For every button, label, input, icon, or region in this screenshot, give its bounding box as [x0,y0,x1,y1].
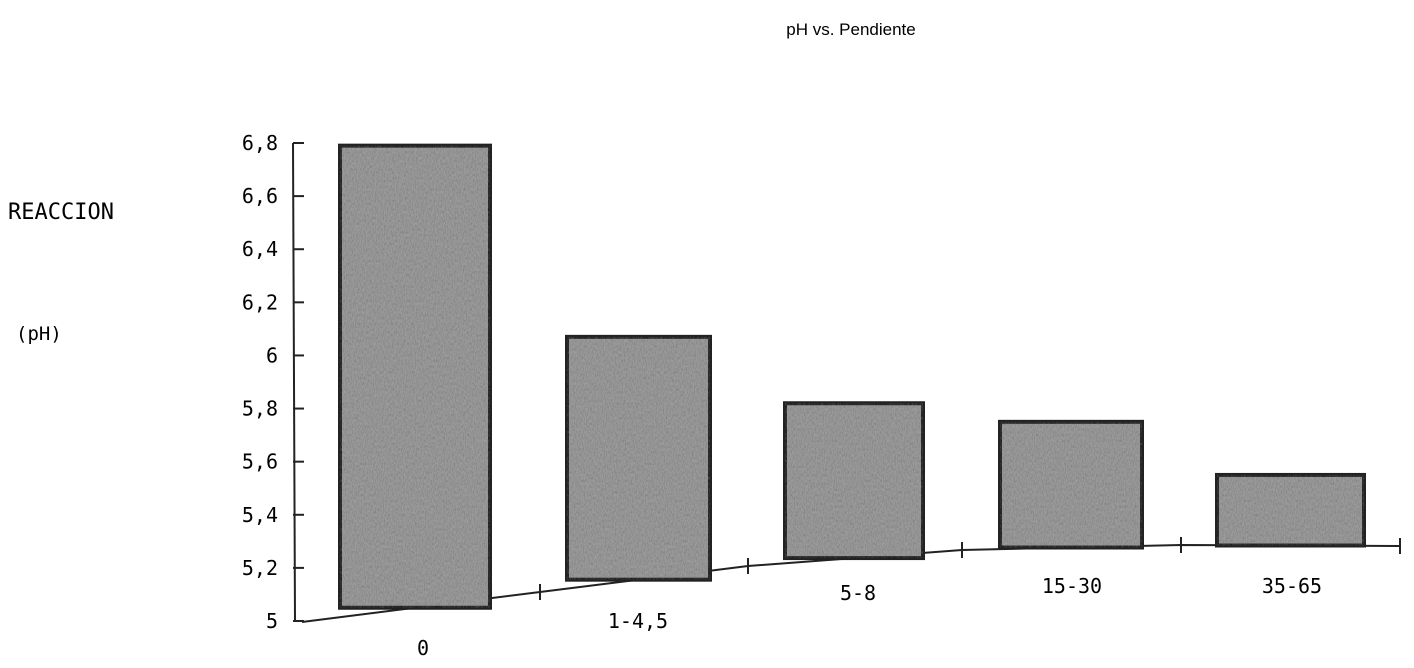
y-tick-label: 5 [266,609,278,633]
y-tick-label: 6 [266,343,278,367]
bar-0 [338,143,492,610]
bar-5-8 [783,401,925,561]
bar-texture [340,145,490,608]
y-tick-label: 5,8 [242,397,278,421]
chart-title: pH vs. Pendiente [786,20,915,39]
bars [338,143,1366,610]
bar-35-65 [1215,472,1366,548]
y-tick-label: 6,4 [242,237,278,261]
y-axis-label: REACCION [8,200,114,225]
y-tick-label: 5,6 [242,450,278,474]
y-axis-line [292,142,296,622]
y-axis-unit: (pH) [16,323,62,345]
bar-texture [1217,474,1364,546]
y-tick-label: 6,8 [242,131,278,155]
y-tick-label: 6,6 [242,184,278,208]
bar-1-4,5 [565,334,712,582]
bar-texture [785,403,923,559]
x-tick-label: 35-65 [1262,574,1322,598]
x-tick-label: 15-30 [1042,574,1102,598]
x-tick-labels: 0 1-4,5 5-8 15-30 35-65 [417,574,1322,660]
y-tick-label: 6,2 [242,290,278,314]
y-tick-label: 5,2 [242,556,278,580]
bar-texture [567,336,710,580]
x-tick-label: 0 [417,636,429,660]
y-tick-label: 5,4 [242,503,278,527]
y-axis: 5 5,2 5,4 5,6 5,8 6 6,2 6,4 6,6 6,8 [242,131,304,633]
x-tick-label: 5-8 [840,581,876,605]
bar-texture [1000,421,1142,548]
x-tick-label: 1-4,5 [608,609,668,633]
bar-15-30 [998,419,1144,550]
